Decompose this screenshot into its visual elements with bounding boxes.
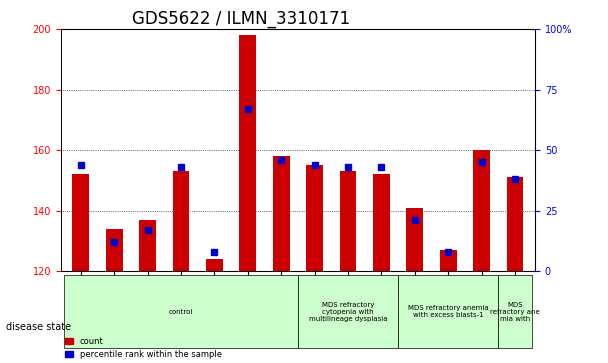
Text: GDS5622 / ILMN_3310171: GDS5622 / ILMN_3310171: [132, 10, 350, 28]
Bar: [340, 171, 356, 271]
FancyBboxPatch shape: [64, 276, 298, 348]
Bar: [139, 220, 156, 271]
FancyBboxPatch shape: [298, 276, 398, 348]
FancyBboxPatch shape: [398, 276, 499, 348]
Bar: [106, 229, 123, 271]
Bar: [506, 178, 523, 271]
Bar: [72, 174, 89, 271]
Text: MDS refractory
cytopenia with
multilineage dysplasia: MDS refractory cytopenia with multilinea…: [309, 302, 387, 322]
FancyBboxPatch shape: [499, 276, 532, 348]
Bar: [440, 250, 457, 271]
Text: MDS
refractory ane
mia with: MDS refractory ane mia with: [490, 302, 540, 322]
Legend: count, percentile rank within the sample: count, percentile rank within the sample: [65, 337, 222, 359]
Text: MDS refractory anemia
with excess blasts-1: MDS refractory anemia with excess blasts…: [408, 305, 488, 318]
Bar: [240, 35, 256, 271]
Text: control: control: [169, 309, 193, 315]
Bar: [407, 208, 423, 271]
Bar: [206, 259, 223, 271]
Bar: [173, 171, 189, 271]
Bar: [373, 174, 390, 271]
Text: disease state: disease state: [6, 322, 71, 332]
Bar: [273, 156, 289, 271]
Bar: [473, 150, 490, 271]
Bar: [306, 165, 323, 271]
